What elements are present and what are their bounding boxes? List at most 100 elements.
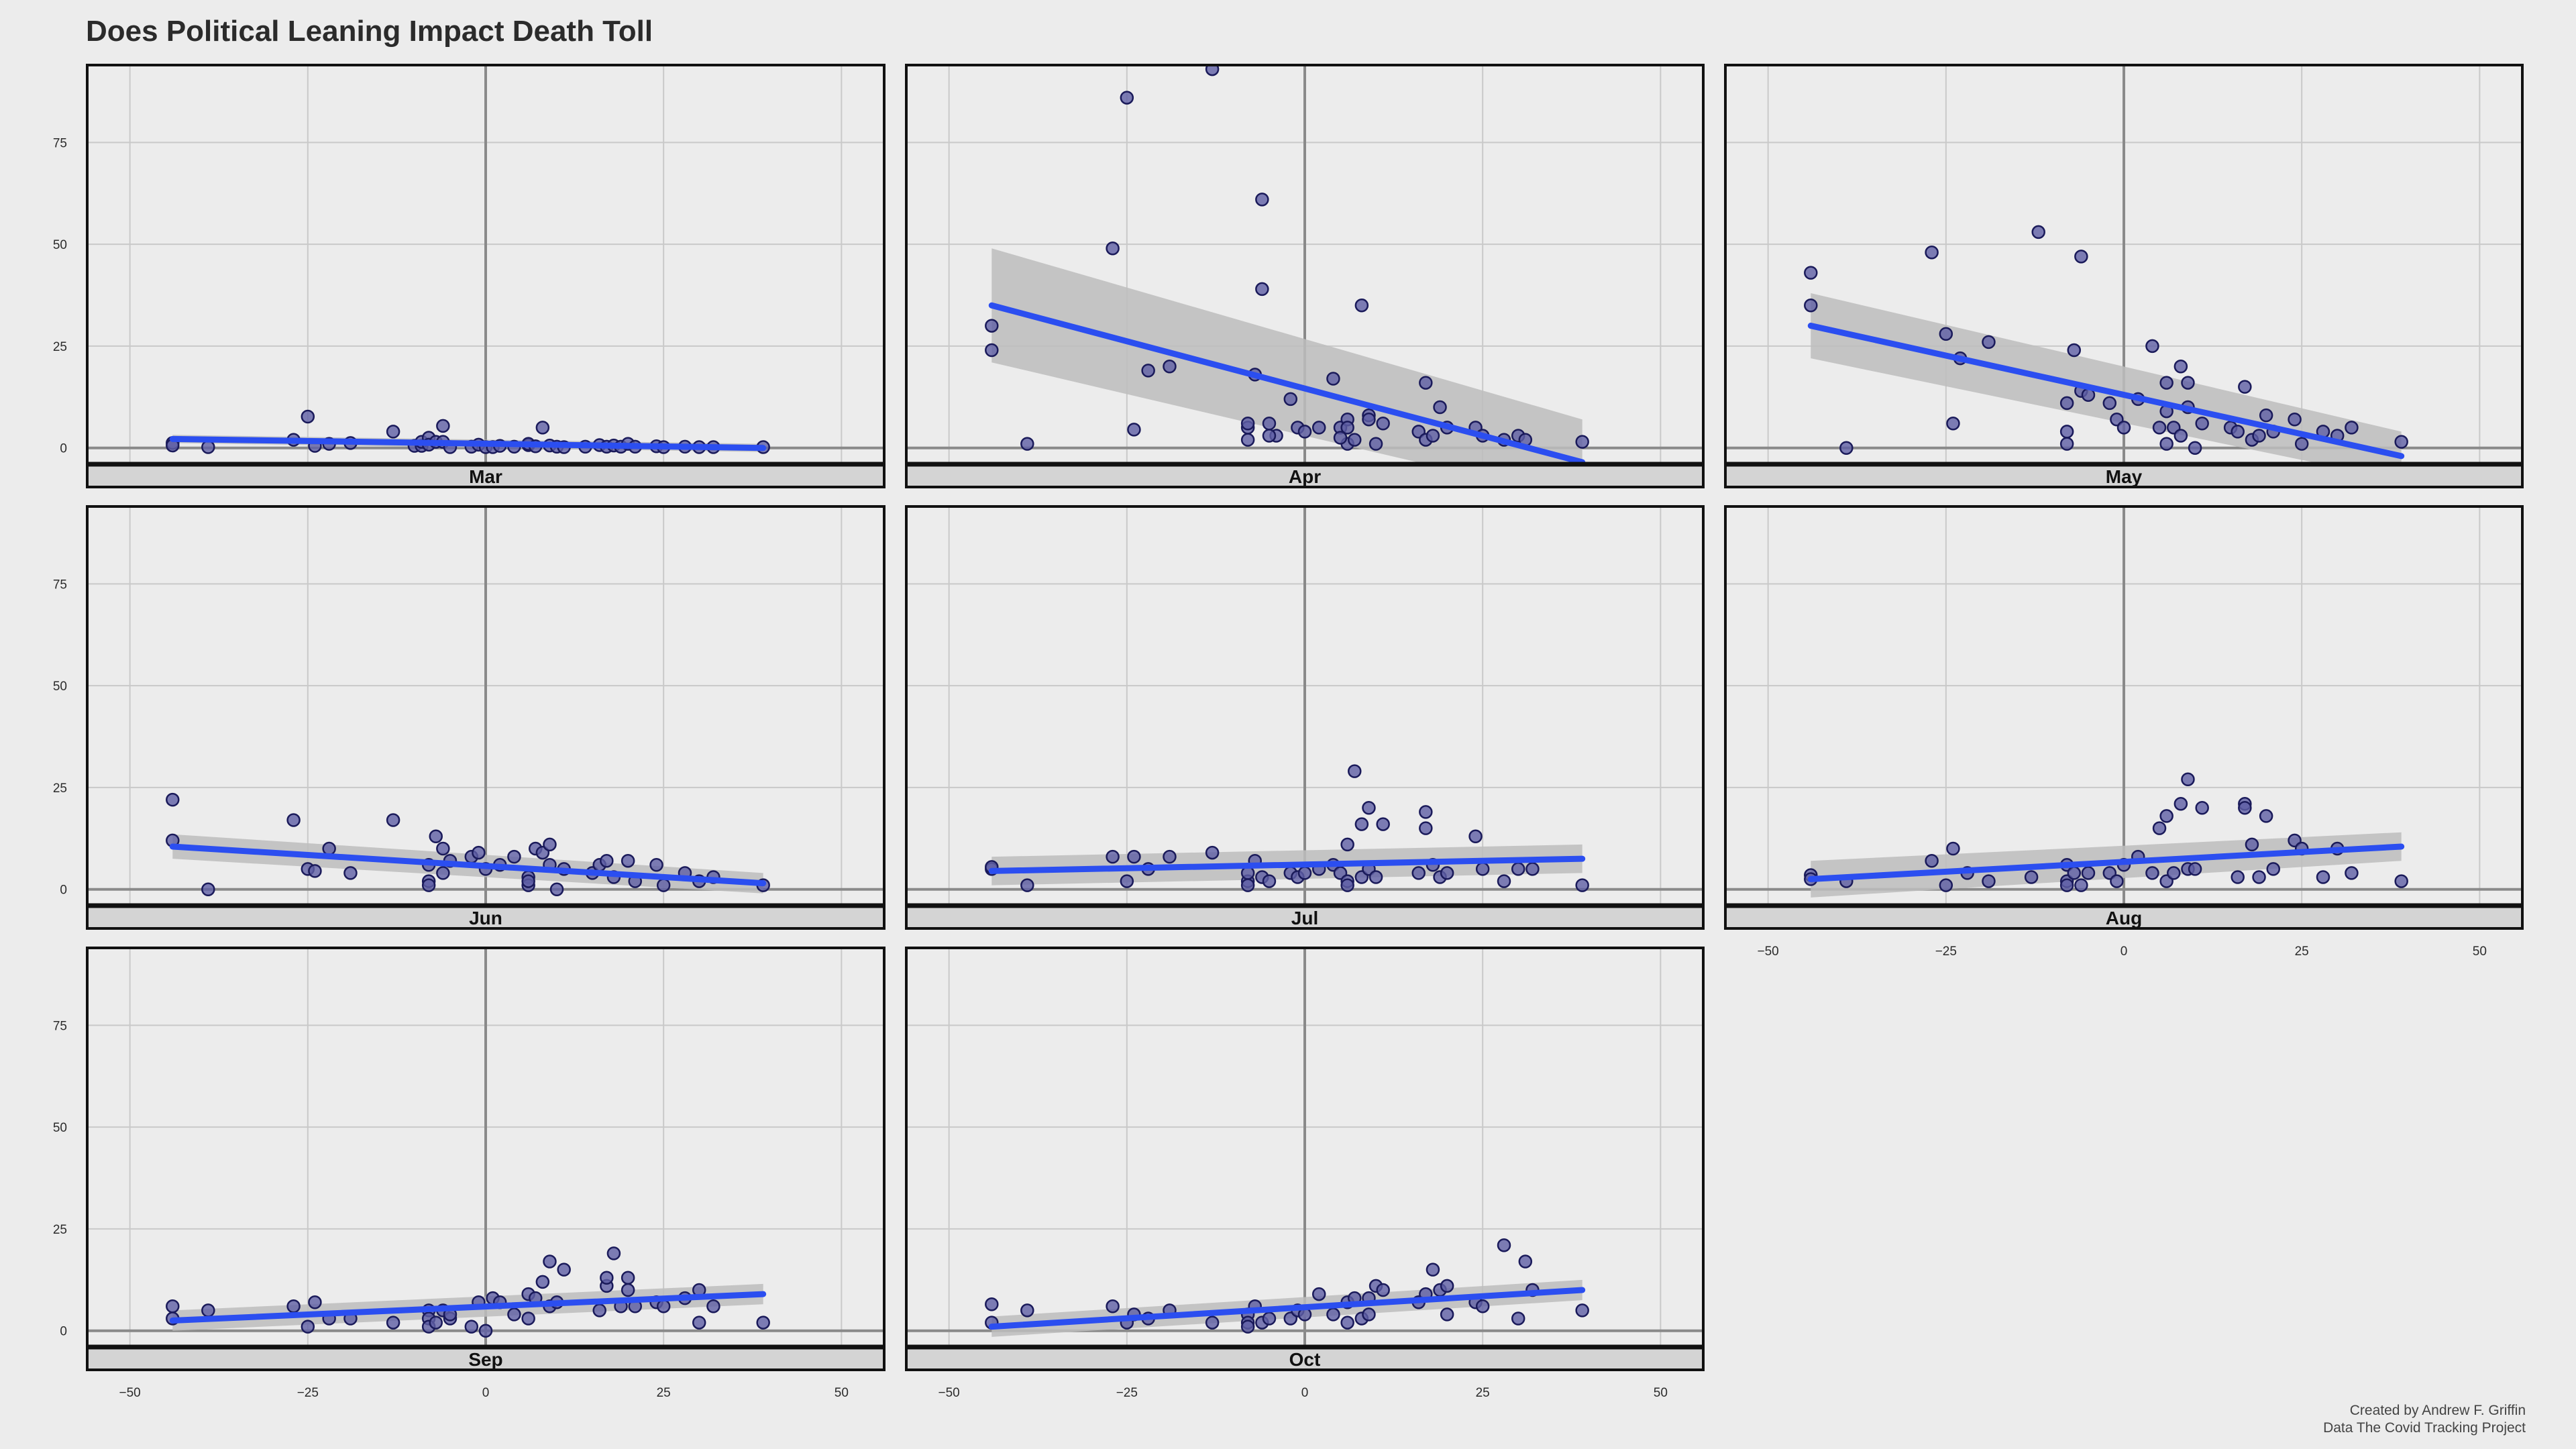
data-point — [2238, 801, 2252, 815]
data-point — [1120, 874, 1134, 888]
data-point — [1240, 1320, 1255, 1334]
data-point — [1925, 853, 1939, 868]
data-point — [429, 829, 443, 844]
data-point — [656, 1299, 671, 1313]
facet-strip — [906, 906, 1703, 928]
facet-strip — [87, 1347, 884, 1370]
facet-label: Oct — [1289, 1349, 1321, 1370]
data-point — [521, 1311, 535, 1326]
data-point — [2067, 866, 2081, 880]
data-point — [2259, 809, 2273, 823]
caption-source: Data The Covid Tracking Project — [2323, 1420, 2526, 1436]
panel-data-layer — [1804, 225, 2408, 464]
data-point — [2181, 376, 2195, 390]
x-tick-label: 25 — [1476, 1386, 1490, 1400]
data-point — [2152, 421, 2167, 435]
data-point — [1240, 866, 1255, 880]
data-point — [429, 1316, 443, 1330]
data-point — [1426, 429, 1440, 443]
data-point — [1333, 431, 1348, 445]
y-tick-label: 50 — [53, 1121, 67, 1135]
data-point — [1839, 441, 1854, 455]
data-point — [1311, 421, 1326, 435]
panel-outline — [905, 505, 1705, 930]
panel-outline — [1724, 64, 2524, 488]
data-point — [1575, 1303, 1589, 1318]
data-point — [1497, 874, 1511, 888]
data-point — [2074, 878, 2088, 892]
panel-data-layer — [985, 65, 1589, 464]
regression-line — [988, 855, 1586, 874]
data-point — [2059, 396, 2074, 411]
data-point — [600, 853, 614, 868]
facet-label: May — [2106, 466, 2143, 487]
panel-data-layer — [166, 409, 770, 454]
data-point — [386, 1316, 400, 1330]
y-tick-label: 50 — [53, 680, 67, 694]
data-point — [2288, 412, 2302, 427]
data-point — [1106, 1299, 1120, 1313]
data-point — [1419, 376, 1433, 390]
data-point — [656, 878, 671, 892]
x-tick-label: 50 — [835, 1386, 849, 1400]
y-tick-label: 0 — [60, 1325, 67, 1339]
data-point — [1376, 417, 1390, 431]
data-point — [1475, 862, 1490, 876]
x-tick-label: 25 — [2295, 945, 2309, 959]
x-tick-label: −25 — [1116, 1386, 1138, 1400]
x-tick-label: −25 — [297, 1386, 319, 1400]
x-tick-label: −25 — [1935, 945, 1957, 959]
data-point — [2102, 396, 2117, 411]
data-point — [1340, 837, 1354, 852]
data-point — [1255, 193, 1269, 207]
data-point — [1020, 878, 1034, 892]
caption-author: Created by Andrew F. Griffin — [2349, 1403, 2526, 1418]
data-point — [985, 319, 999, 333]
data-point — [1283, 392, 1298, 407]
data-point — [166, 792, 180, 807]
data-point — [1362, 801, 1376, 815]
chart-title: Does Political Leaning Impact Death Toll — [86, 15, 653, 48]
data-point — [1419, 821, 1433, 835]
x-tick-label: 0 — [1301, 1386, 1309, 1400]
data-point — [2159, 437, 2174, 451]
data-point — [2059, 425, 2074, 439]
data-point — [1262, 1311, 1277, 1326]
y-tick-label: 75 — [53, 1019, 67, 1033]
data-point — [2167, 866, 2181, 880]
y-tick-label: 0 — [60, 442, 67, 456]
data-point — [2031, 225, 2045, 239]
facet-label: Mar — [469, 466, 502, 487]
data-point — [421, 878, 436, 892]
data-point — [600, 1271, 614, 1285]
panel-outline — [905, 947, 1705, 1371]
data-point — [2067, 343, 2081, 358]
x-tick-label: −50 — [119, 1386, 141, 1400]
data-point — [308, 1295, 322, 1309]
data-point — [2145, 339, 2159, 354]
data-point — [1262, 429, 1277, 443]
x-tick-label: −50 — [938, 1386, 960, 1400]
data-point — [621, 1271, 635, 1285]
x-tick-label: 0 — [2121, 945, 2128, 959]
data-point — [621, 853, 635, 868]
data-point — [2195, 417, 2209, 431]
regression-line — [1807, 843, 2405, 883]
data-point — [1982, 335, 1996, 350]
data-point — [436, 841, 450, 856]
data-point — [1311, 1287, 1326, 1301]
data-point — [2252, 429, 2266, 443]
facet-strip — [1725, 464, 2522, 487]
panel-outline — [86, 505, 885, 930]
data-point — [985, 343, 999, 358]
regression-line — [169, 435, 767, 451]
data-point — [2110, 874, 2124, 888]
data-point — [2174, 360, 2188, 374]
data-point — [2188, 441, 2202, 455]
panel-data-layer — [1804, 772, 2408, 898]
data-point — [2345, 421, 2359, 435]
data-point — [1804, 298, 1818, 313]
y-tick-label: 0 — [60, 883, 67, 898]
data-point — [1127, 423, 1141, 437]
